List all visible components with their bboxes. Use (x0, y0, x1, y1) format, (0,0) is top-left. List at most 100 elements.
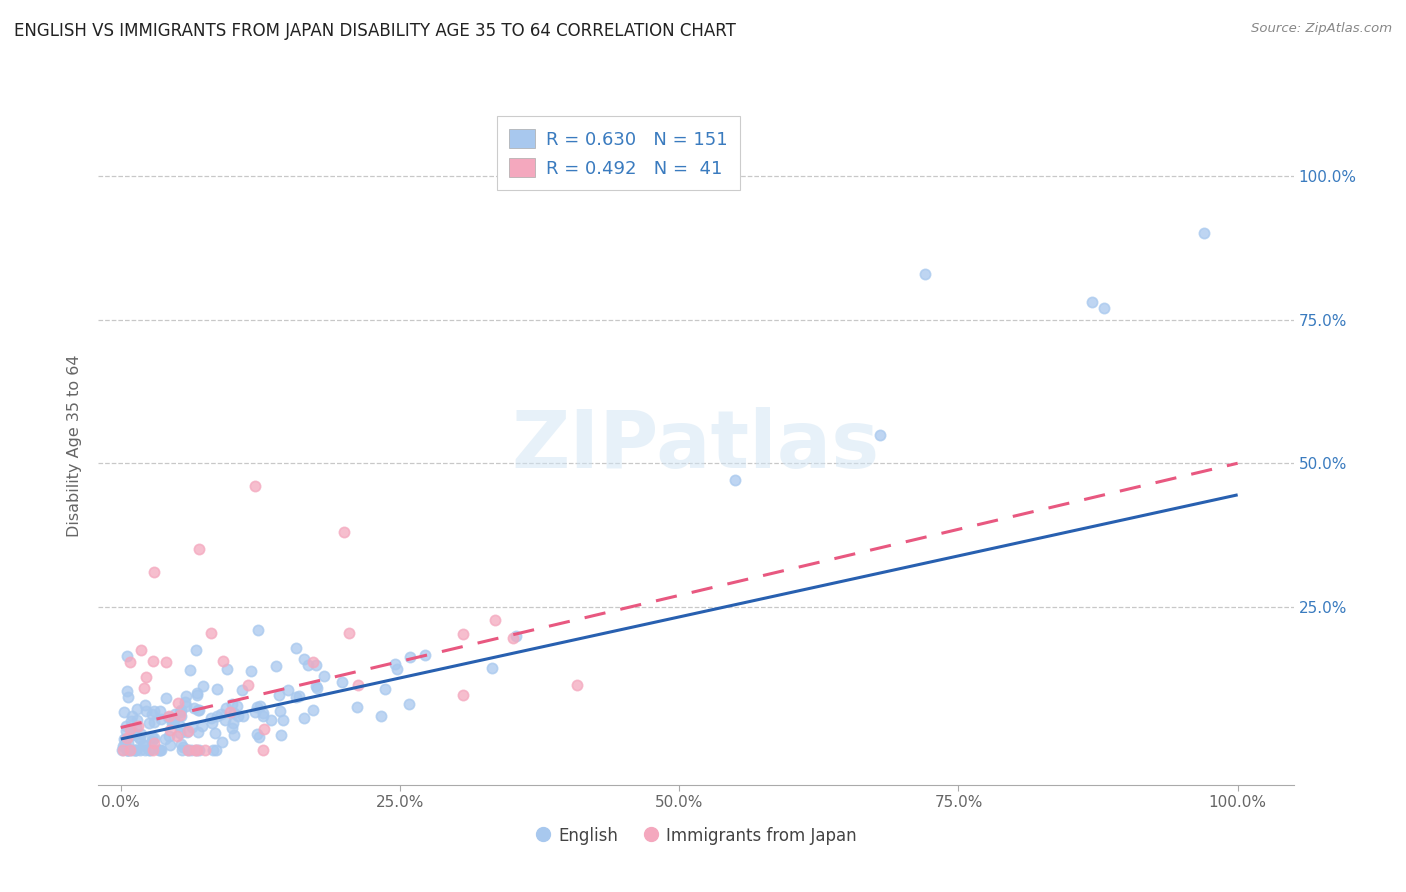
Point (129, 643, 152, 657)
Point (132, 738, 155, 752)
Point (163, 706, 186, 721)
Point (253, 722, 276, 736)
Point (481, 661, 503, 675)
Point (118, 655, 141, 669)
Point (122, 728, 145, 742)
Point (191, 719, 214, 733)
Point (238, 678, 260, 692)
Point (243, 479, 266, 493)
Point (117, 736, 139, 750)
Point (184, 643, 207, 657)
Point (138, 743, 160, 757)
Point (247, 730, 270, 744)
Point (284, 641, 307, 656)
Point (174, 695, 197, 709)
Point (288, 690, 311, 704)
Point (565, 678, 588, 692)
Point (505, 629, 527, 643)
Point (193, 743, 215, 757)
Point (869, 427, 891, 442)
Point (155, 690, 177, 705)
Point (215, 701, 238, 715)
Point (187, 703, 209, 717)
Point (202, 743, 225, 757)
Point (914, 267, 936, 281)
Text: ZIPatlas: ZIPatlas (512, 407, 880, 485)
Point (187, 542, 209, 557)
Point (384, 657, 406, 671)
Point (141, 707, 163, 722)
Point (176, 690, 198, 704)
Point (215, 663, 238, 677)
Point (231, 682, 253, 697)
Point (385, 661, 408, 675)
Point (264, 659, 287, 673)
Point (205, 743, 228, 757)
Point (374, 682, 396, 697)
Point (166, 729, 188, 743)
Point (121, 743, 143, 757)
Point (1081, 295, 1104, 310)
Point (305, 679, 328, 693)
Point (179, 663, 201, 677)
Point (177, 743, 200, 757)
Point (149, 743, 172, 757)
Point (184, 743, 207, 757)
Point (180, 743, 202, 757)
Point (150, 712, 173, 726)
Point (148, 743, 170, 757)
Point (170, 737, 193, 751)
Point (120, 722, 142, 736)
Point (1192, 227, 1215, 241)
Point (172, 743, 194, 757)
Point (174, 698, 197, 713)
Point (139, 743, 162, 757)
Point (143, 566, 166, 580)
Point (270, 728, 292, 742)
Point (249, 698, 271, 713)
Point (142, 743, 165, 757)
Point (128, 732, 150, 747)
Point (121, 709, 143, 723)
Point (143, 731, 166, 745)
Point (115, 743, 138, 757)
Point (120, 714, 142, 729)
Point (211, 735, 233, 749)
Point (184, 743, 207, 757)
Point (153, 732, 176, 747)
Point (124, 743, 146, 757)
Point (169, 707, 191, 722)
Point (252, 706, 274, 721)
Point (125, 713, 148, 727)
Point (149, 704, 172, 718)
Point (273, 713, 295, 727)
Point (117, 742, 139, 756)
Point (118, 743, 141, 757)
Point (155, 655, 177, 669)
Point (186, 743, 208, 757)
Point (129, 743, 152, 757)
Point (305, 681, 328, 695)
Point (134, 743, 156, 757)
Point (149, 743, 172, 757)
Point (115, 684, 138, 698)
Point (111, 743, 134, 757)
Point (292, 711, 315, 725)
Point (169, 705, 191, 719)
Point (451, 688, 474, 702)
Point (260, 713, 283, 727)
Point (127, 702, 149, 716)
Point (129, 726, 152, 740)
Point (247, 624, 270, 638)
Point (143, 736, 166, 750)
Point (232, 708, 254, 723)
Point (207, 681, 229, 696)
Point (221, 697, 243, 711)
Point (186, 685, 208, 699)
Point (209, 706, 232, 721)
Text: Source: ZipAtlas.com: Source: ZipAtlas.com (1251, 22, 1392, 36)
Point (214, 713, 236, 727)
Point (115, 731, 138, 745)
Point (221, 721, 243, 735)
Point (117, 743, 139, 757)
